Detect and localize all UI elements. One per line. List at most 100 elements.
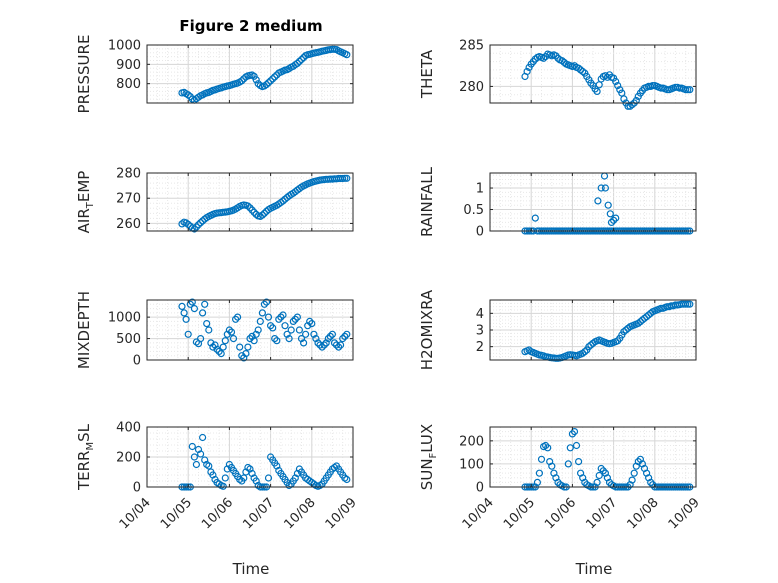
data-point (609, 216, 618, 224)
data-point (273, 462, 281, 470)
data-point (295, 57, 303, 66)
data-point (604, 201, 612, 209)
data-point (337, 341, 345, 349)
data-point (250, 337, 258, 345)
x-tick-label: 10/04 (117, 495, 154, 532)
data-point (197, 450, 205, 458)
data-point (279, 197, 287, 205)
data-point (649, 81, 657, 90)
subplot-theta: 280 285 THETA (418, 39, 697, 110)
data-point (682, 300, 690, 308)
data-point (535, 469, 544, 477)
data-point (320, 341, 328, 349)
y-tick-label: 200 (459, 434, 484, 449)
data-point (332, 341, 341, 349)
data-point (684, 300, 692, 308)
data-point (248, 332, 256, 340)
data-point (310, 330, 318, 338)
data-point (281, 322, 289, 330)
figure-title: Figure 2 medium (179, 17, 322, 35)
data-point (227, 328, 236, 336)
data-point (330, 339, 339, 347)
data-point (219, 343, 227, 351)
series-pressure (178, 45, 351, 104)
data-point (318, 343, 326, 351)
y-axis-label: TERRMSL (75, 423, 96, 491)
data-point (271, 73, 279, 81)
data-point (197, 335, 205, 343)
data-point (264, 474, 273, 482)
data-point (192, 338, 200, 346)
data-point (258, 309, 266, 317)
data-point (614, 81, 622, 90)
data-point (273, 337, 281, 345)
data-point (314, 339, 322, 347)
y-tick-label: 0 (476, 225, 484, 240)
data-point (197, 219, 205, 227)
data-point (343, 330, 351, 338)
data-point (246, 335, 254, 343)
data-point (194, 221, 203, 229)
y-tick-label: 100 (459, 457, 484, 472)
data-point (328, 330, 336, 338)
data-point (252, 76, 260, 84)
data-point (595, 471, 603, 480)
y-axis-label: RAINFALL (418, 166, 436, 237)
data-point (221, 337, 229, 345)
y-tick-label: 2 (476, 340, 484, 355)
data-point (293, 59, 301, 68)
y-axis-label: AIRTEMP (75, 171, 96, 234)
data-point (238, 352, 246, 360)
y-tick-label: 1000 (108, 311, 141, 326)
data-point (343, 475, 351, 484)
y-tick-label: 260 (116, 217, 141, 232)
data-point (190, 225, 198, 233)
y-tick-label: 400 (116, 421, 141, 436)
series-theta (521, 50, 694, 110)
grid (489, 426, 697, 488)
data-point (566, 444, 574, 452)
data-point (248, 206, 256, 214)
y-axis-label: THETA (418, 49, 436, 99)
data-point (188, 442, 196, 451)
data-point (217, 350, 225, 358)
data-point (244, 343, 252, 351)
y-tick-label: 280 (116, 167, 141, 182)
data-point (579, 67, 587, 76)
x-tick-label: 10/06 (199, 495, 236, 532)
data-point (570, 428, 579, 436)
data-point (597, 184, 605, 192)
data-point (184, 220, 192, 228)
data-point (628, 101, 636, 109)
data-point (269, 324, 277, 332)
data-point (271, 335, 279, 343)
y-tick-label: 500 (116, 332, 141, 347)
y-tick-label: 280 (459, 80, 484, 95)
data-point (306, 317, 314, 325)
data-point (207, 339, 215, 347)
data-point (279, 311, 287, 319)
data-point (264, 79, 273, 87)
y-axis-label: MIXDEPTH (75, 291, 93, 369)
subplot-pressure: 800 900 1000 PRESSURE (75, 35, 354, 113)
data-point (630, 469, 638, 477)
grid (146, 299, 354, 361)
data-point (186, 300, 194, 308)
series-air_temp (178, 174, 351, 233)
data-point (240, 354, 248, 362)
data-point (215, 347, 223, 355)
data-point (564, 460, 572, 468)
data-point (250, 208, 258, 216)
x-tick-label: 10/06 (542, 495, 579, 532)
data-point (537, 455, 546, 463)
y-tick-label: 4 (476, 307, 484, 322)
data-point (184, 91, 192, 99)
data-point (252, 330, 260, 338)
data-point (581, 348, 589, 356)
data-point (322, 339, 330, 347)
data-point (201, 300, 209, 308)
data-point (248, 469, 256, 478)
axes-box (146, 44, 354, 104)
data-point (544, 444, 552, 452)
